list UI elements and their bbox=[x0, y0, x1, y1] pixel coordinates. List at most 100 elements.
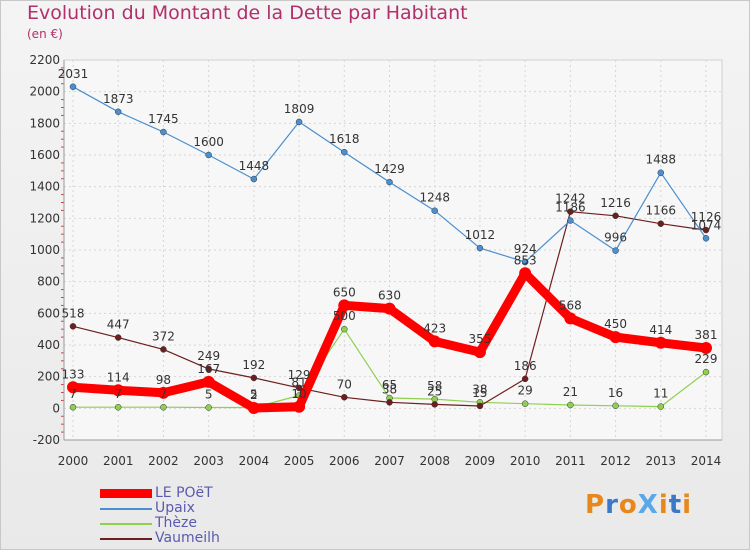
data-label: 518 bbox=[62, 306, 85, 320]
data-label: 1429 bbox=[374, 162, 405, 176]
data-label: 133 bbox=[62, 367, 85, 381]
data-point bbox=[431, 401, 438, 408]
x-tick-label: 2006 bbox=[329, 454, 360, 468]
data-label: 1216 bbox=[600, 196, 631, 210]
data-point bbox=[69, 403, 77, 411]
legend-label: Thèze bbox=[155, 515, 197, 531]
x-tick-label: 2000 bbox=[58, 454, 89, 468]
data-label: 21 bbox=[563, 385, 578, 399]
y-tick-label: 1800 bbox=[29, 116, 60, 130]
x-tick-label: 2011 bbox=[555, 454, 586, 468]
legend-item: Thèze bbox=[100, 516, 220, 531]
data-label: 1074 bbox=[691, 218, 722, 232]
y-tick-label: 2200 bbox=[29, 53, 60, 67]
data-point bbox=[250, 374, 258, 382]
data-label: 568 bbox=[559, 298, 582, 312]
data-label: 1809 bbox=[284, 102, 315, 116]
data-label: 1745 bbox=[148, 112, 179, 126]
data-point bbox=[341, 325, 348, 333]
legend-swatch bbox=[100, 489, 152, 498]
data-label: 2031 bbox=[58, 67, 89, 81]
y-tick-label: 1400 bbox=[29, 180, 60, 194]
data-point bbox=[205, 365, 212, 373]
data-point bbox=[521, 400, 529, 407]
data-point bbox=[702, 235, 710, 242]
data-point bbox=[654, 336, 667, 349]
data-label: 229 bbox=[695, 352, 718, 366]
x-tick-label: 2002 bbox=[148, 454, 179, 468]
data-point bbox=[476, 402, 484, 410]
data-label: 29 bbox=[518, 384, 533, 398]
data-point bbox=[386, 399, 393, 406]
series-layer bbox=[67, 83, 712, 415]
data-label: 381 bbox=[695, 328, 718, 342]
data-label: 58 bbox=[427, 379, 442, 393]
data-point bbox=[657, 403, 665, 410]
data-label: 1166 bbox=[646, 204, 677, 218]
x-tick-label: 2003 bbox=[193, 454, 224, 468]
data-label: 414 bbox=[649, 323, 672, 337]
data-label: 1600 bbox=[193, 135, 224, 149]
y-tick-label: 200 bbox=[37, 370, 60, 384]
data-label: 1186 bbox=[555, 201, 586, 215]
grid bbox=[63, 59, 723, 441]
data-point bbox=[521, 258, 529, 266]
proxiti-logo: ProXiti bbox=[585, 490, 693, 520]
data-label: 500 bbox=[333, 309, 356, 323]
legend-item: LE POëT bbox=[100, 486, 220, 501]
data-point bbox=[564, 312, 577, 325]
data-point bbox=[160, 346, 167, 353]
data-label: 447 bbox=[107, 318, 130, 332]
data-point bbox=[250, 175, 258, 183]
data-label: 996 bbox=[604, 231, 627, 245]
series-1 bbox=[69, 83, 710, 266]
data-label: 7 bbox=[160, 387, 168, 401]
data-label: 98 bbox=[156, 373, 171, 387]
data-point bbox=[386, 178, 393, 186]
data-label: 38 bbox=[472, 382, 487, 396]
data-point bbox=[341, 148, 348, 156]
chart-title: Evolution du Montant de la Dette par Hab… bbox=[27, 2, 468, 24]
data-label: 114 bbox=[107, 370, 130, 384]
legend-label: Vaumeilh bbox=[155, 530, 220, 546]
x-tick-label: 2008 bbox=[419, 454, 450, 468]
data-label: 249 bbox=[197, 349, 220, 363]
data-point bbox=[612, 247, 619, 254]
data-label: 129 bbox=[288, 368, 311, 382]
data-label: 38 bbox=[382, 382, 397, 396]
data-label: 1873 bbox=[103, 92, 134, 106]
data-label: 11 bbox=[653, 387, 668, 401]
data-label: 5 bbox=[205, 388, 213, 402]
data-label: 1242 bbox=[555, 192, 586, 206]
data-point bbox=[205, 404, 212, 411]
data-point bbox=[567, 401, 574, 409]
data-point bbox=[702, 368, 710, 376]
legend-swatch bbox=[100, 507, 152, 510]
data-label: 853 bbox=[514, 253, 537, 267]
y-tick-label: 1000 bbox=[29, 243, 60, 257]
data-label: 924 bbox=[514, 242, 537, 256]
x-tick-label: 2004 bbox=[239, 454, 270, 468]
data-label: 65 bbox=[382, 378, 397, 392]
x-tick-label: 2001 bbox=[103, 454, 134, 468]
x-tick-label: 2010 bbox=[510, 454, 541, 468]
y-tick-label: 0 bbox=[52, 401, 60, 415]
data-label: 167 bbox=[197, 362, 220, 376]
data-label: 16 bbox=[608, 386, 623, 400]
data-point bbox=[476, 244, 484, 252]
data-point bbox=[612, 212, 619, 220]
data-point bbox=[428, 335, 441, 348]
x-tick-label: 2014 bbox=[691, 454, 722, 468]
y-tick-label: 800 bbox=[37, 275, 60, 289]
data-point bbox=[293, 400, 306, 413]
legend-label: Upaix bbox=[155, 500, 195, 516]
data-label: 1488 bbox=[646, 153, 677, 167]
data-point bbox=[202, 375, 215, 388]
data-label: 7 bbox=[114, 387, 122, 401]
data-point bbox=[657, 169, 665, 176]
data-point bbox=[341, 394, 348, 401]
data-point bbox=[247, 402, 260, 415]
legend-swatch bbox=[100, 522, 152, 525]
